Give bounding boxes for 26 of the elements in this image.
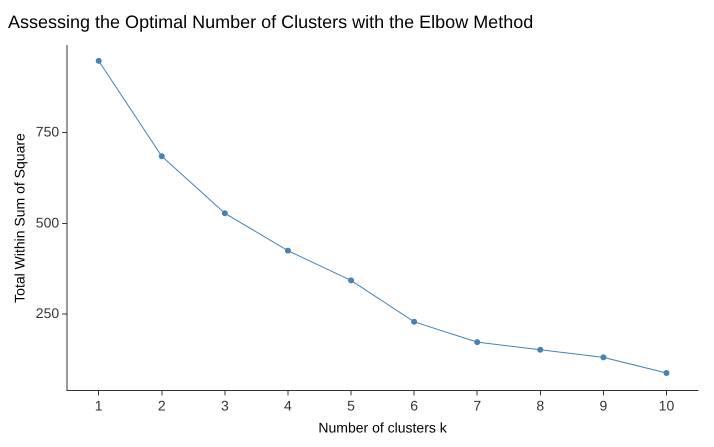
- x-tick-label: 2: [158, 398, 166, 414]
- point: [600, 354, 606, 360]
- y-tick-label: 250: [36, 305, 60, 322]
- point: [158, 153, 165, 160]
- x-tick-label: 6: [410, 398, 418, 414]
- point: [474, 339, 480, 346]
- point: [411, 318, 418, 325]
- x-tick-label: 1: [94, 398, 103, 414]
- point: [537, 346, 544, 353]
- x-tick-label: 7: [473, 398, 482, 414]
- x-tick-label: 3: [220, 398, 229, 414]
- y-tick-label: 750: [36, 124, 60, 140]
- point: [284, 248, 291, 254]
- chart-title: Assessing the Optimal Number of Clusters with the Elbow Method: [8, 12, 534, 32]
- x-tick-label: 5: [347, 398, 356, 414]
- point: [96, 58, 102, 64]
- x-tick-label: 10: [658, 398, 674, 414]
- x-tick-label: 4: [284, 398, 292, 414]
- x-tick-label: 8: [536, 398, 544, 414]
- x-tick-label: 9: [599, 398, 608, 414]
- point: [348, 277, 354, 284]
- y-tick-label: 500: [36, 214, 60, 230]
- point: [663, 370, 670, 376]
- point: [222, 210, 228, 216]
- x-axis-title: Number of clusters k: [318, 419, 448, 436]
- y-axis-title: Total Within Sum of Square: [11, 132, 28, 303]
